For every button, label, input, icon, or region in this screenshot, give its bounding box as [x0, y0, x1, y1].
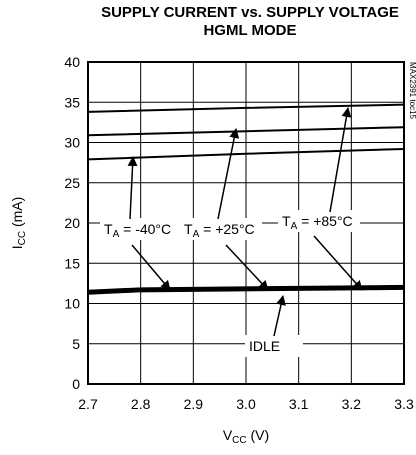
annotation-label: TA = +85°C — [282, 213, 353, 232]
annotation-label-bg — [100, 218, 182, 240]
y-axis-label-sub: CC — [17, 231, 28, 245]
annotation-arrow — [273, 295, 286, 337]
y-tick-label: 35 — [64, 94, 80, 110]
annotation-arrow — [131, 244, 171, 291]
annotation-label-bg — [180, 218, 262, 240]
series-layer — [87, 103, 405, 295]
annotation-sub: A — [291, 221, 298, 232]
annotation-label: IDLE — [249, 338, 280, 354]
figure-code: MAX2391 toc15 — [408, 62, 416, 119]
x-tick-label: 2.7 — [78, 396, 98, 412]
annotation-rest: = -40°C — [119, 221, 171, 237]
annotation-label-bg — [245, 335, 303, 357]
annotation-idle: IDLE — [245, 295, 303, 357]
x-tick-labels: 2.7 2.8 2.9 3.0 3.1 3.2 3.3 — [78, 396, 414, 412]
x-tick-label: 3.2 — [342, 396, 362, 412]
annotation-sub: A — [193, 229, 200, 240]
annotation-arrow — [225, 244, 269, 291]
annotation-main: T — [282, 213, 291, 229]
annotation-arrow — [217, 128, 240, 220]
annotation-sub: A — [113, 229, 120, 240]
y-axis-label-unit: (mA) — [9, 197, 25, 231]
series-line-plus25c — [87, 126, 405, 137]
annotation-main: IDLE — [249, 338, 280, 354]
annotation-plus85c: TA = +85°C — [278, 107, 363, 291]
annotation-label-bg — [278, 210, 360, 232]
annotation-plus25c: TA = +25°C — [180, 128, 269, 291]
plot-frame — [87, 61, 405, 385]
annotation-rest: = +85°C — [297, 213, 352, 229]
x-axis-label-sub: CC — [232, 435, 246, 446]
y-axis-label: ICC (mA) — [9, 197, 28, 250]
chart-subtitle: HGML MODE — [203, 22, 296, 39]
y-tick-label: 0 — [72, 376, 80, 392]
annotation-main: T — [104, 221, 113, 237]
annotation-main: T — [184, 221, 193, 237]
annotation-minus40c: TA = -40°C — [100, 156, 182, 291]
series-line-plus85c — [87, 103, 405, 113]
annotation-label: TA = +25°C — [184, 221, 255, 240]
annotation-arrow — [313, 235, 363, 291]
y-axis-label-main: I — [9, 245, 25, 249]
annotation-arrow — [127, 156, 138, 220]
y-tick-label: 15 — [64, 255, 80, 271]
y-tick-label: 5 — [72, 336, 80, 352]
y-tick-label: 40 — [64, 54, 80, 70]
annotation-rest: = +25°C — [199, 221, 254, 237]
x-tick-label: 2.8 — [131, 396, 151, 412]
x-tick-label: 3.3 — [394, 396, 414, 412]
x-axis-label-unit: (V) — [247, 427, 270, 443]
x-tick-label: 3.1 — [289, 396, 309, 412]
y-tick-labels: 0 5 10 15 20 25 30 35 40 — [64, 54, 80, 392]
y-tick-label: 10 — [64, 296, 80, 312]
chart-title: SUPPLY CURRENT vs. SUPPLY VOLTAGE — [101, 4, 399, 21]
x-axis-label: VCC (V) — [223, 427, 269, 446]
annotation-arrow — [329, 107, 352, 213]
y-tick-label: 30 — [64, 135, 80, 151]
y-tick-label: 20 — [64, 215, 80, 231]
series-line-minus40c — [87, 147, 405, 161]
x-tick-label: 3.0 — [236, 396, 256, 412]
series-line-idle — [87, 284, 405, 295]
y-tick-label: 25 — [64, 175, 80, 191]
x-tick-label: 2.9 — [184, 396, 204, 412]
x-axis-label-main: V — [223, 427, 233, 443]
annotation-label: TA = -40°C — [104, 221, 171, 240]
